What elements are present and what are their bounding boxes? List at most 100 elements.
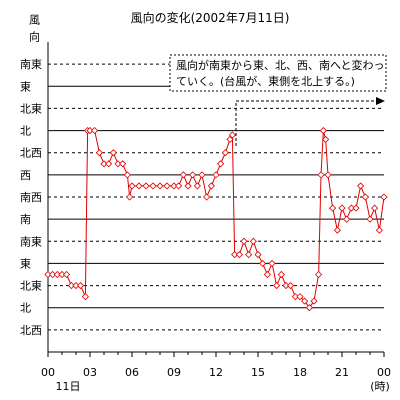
- x-tick-label: 03: [83, 366, 97, 379]
- marker: [105, 160, 113, 168]
- y-tick-label: 北: [20, 125, 31, 138]
- y-tick-label: 西: [20, 169, 31, 182]
- marker: [95, 149, 103, 157]
- x-tick-label: 21: [335, 366, 349, 379]
- marker: [231, 251, 239, 259]
- marker: [128, 182, 136, 190]
- marker: [375, 226, 383, 234]
- marker: [305, 304, 313, 312]
- x-tick-label: 06: [125, 366, 139, 379]
- marker: [198, 171, 206, 179]
- marker: [179, 171, 187, 179]
- marker: [221, 149, 229, 157]
- marker: [100, 160, 108, 168]
- marker: [315, 270, 323, 279]
- marker: [317, 171, 325, 179]
- x-unit-label: (時): [370, 380, 390, 393]
- x-tick-label: 00: [377, 366, 391, 379]
- marker: [77, 282, 85, 290]
- y-tick-label: 南東: [20, 58, 42, 71]
- marker: [58, 270, 66, 279]
- marker: [228, 131, 236, 139]
- marker: [291, 293, 299, 301]
- y-tick-label: 南西: [20, 191, 42, 204]
- marker: [109, 149, 117, 157]
- marker: [324, 171, 332, 179]
- annotation-line: 風向が南東から東、北、西、南へと変わっ: [176, 58, 384, 72]
- x-tick-label: 18: [293, 366, 307, 379]
- marker: [189, 171, 197, 179]
- marker: [135, 182, 143, 190]
- marker: [338, 204, 346, 212]
- marker: [72, 282, 80, 290]
- marker: [193, 182, 201, 190]
- marker: [357, 182, 365, 190]
- marker: [217, 160, 225, 168]
- y-tick-label: 南: [20, 213, 31, 226]
- annotation-arrow: [235, 100, 376, 146]
- annotation-box: [169, 54, 387, 92]
- marker: [207, 182, 215, 190]
- marker: [263, 270, 271, 279]
- marker: [91, 127, 99, 135]
- marker: [114, 160, 122, 168]
- y-tick-label: 北西: [20, 147, 42, 160]
- marker: [301, 297, 309, 305]
- marker: [63, 270, 71, 279]
- marker: [254, 251, 262, 259]
- marker: [163, 182, 171, 190]
- marker: [268, 259, 276, 267]
- marker: [86, 127, 94, 135]
- marker: [329, 204, 337, 212]
- marker: [296, 293, 304, 301]
- date-label: 11日: [56, 380, 81, 393]
- y-tick-label: 北東: [20, 280, 42, 293]
- y-axis-title: 風向: [28, 14, 41, 48]
- marker: [361, 193, 369, 201]
- marker: [67, 282, 75, 290]
- marker: [343, 215, 351, 223]
- y-tick-label: 北: [20, 302, 31, 315]
- marker: [322, 135, 330, 143]
- x-tick-label: 12: [209, 366, 223, 379]
- marker: [156, 182, 164, 190]
- marker: [53, 270, 61, 279]
- marker: [319, 127, 327, 135]
- marker: [119, 160, 127, 168]
- marker: [282, 282, 290, 290]
- marker: [352, 204, 360, 212]
- x-tick-label: 09: [167, 366, 181, 379]
- marker: [175, 182, 183, 190]
- marker: [212, 171, 220, 179]
- annotation-line: ていく。(台風が、東側を北上する。): [176, 74, 355, 88]
- marker: [333, 226, 341, 234]
- marker: [380, 193, 388, 201]
- marker: [149, 182, 157, 190]
- y-tick-label: 北西: [20, 324, 42, 337]
- marker: [81, 293, 89, 301]
- marker: [44, 270, 52, 279]
- marker: [277, 270, 285, 279]
- marker: [49, 270, 57, 279]
- marker: [347, 204, 355, 212]
- marker: [126, 193, 134, 201]
- marker: [203, 193, 211, 201]
- marker: [184, 182, 192, 190]
- y-tick-label: 東: [20, 257, 31, 270]
- chart-title: 風向の変化(2002年7月11日): [131, 10, 290, 25]
- marker: [170, 182, 178, 190]
- marker: [259, 259, 267, 267]
- marker: [310, 297, 318, 305]
- marker: [287, 282, 295, 290]
- x-tick-label: 00: [41, 366, 55, 379]
- y-tick-label: 北東: [20, 102, 42, 115]
- x-tick-label: 15: [251, 366, 265, 379]
- arrow-head: [376, 97, 385, 105]
- marker: [226, 135, 234, 143]
- marker: [249, 237, 257, 245]
- marker: [245, 251, 253, 259]
- marker: [371, 204, 379, 212]
- marker: [240, 237, 248, 245]
